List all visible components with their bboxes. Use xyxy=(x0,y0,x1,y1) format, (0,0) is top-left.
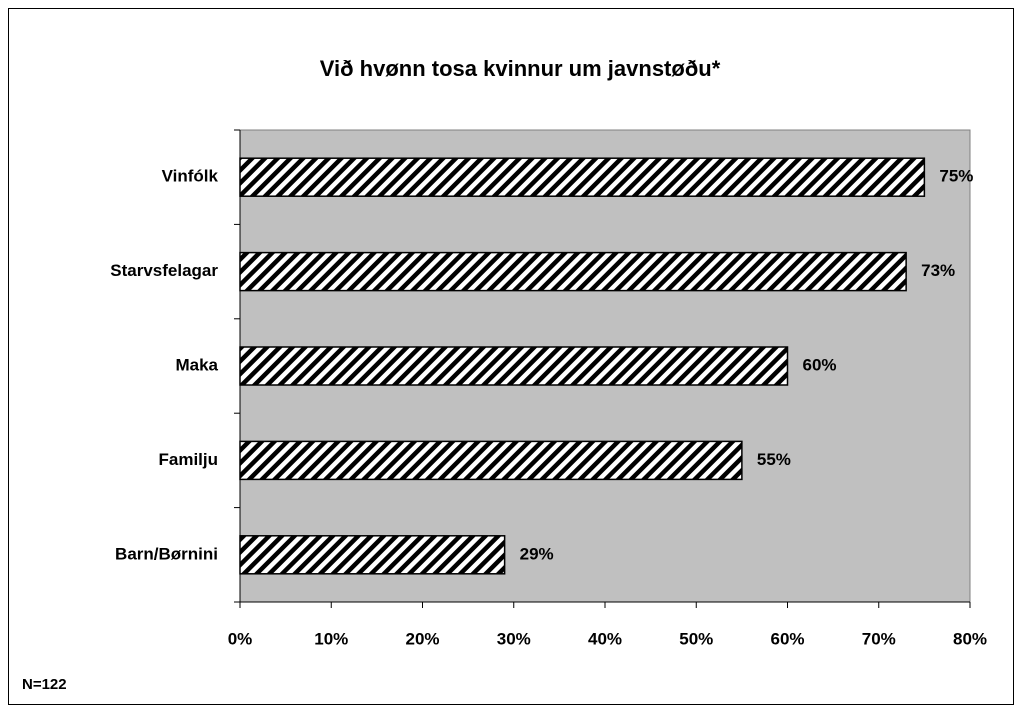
y-tick-label: Vinfólk xyxy=(162,167,219,186)
x-tick-label: 10% xyxy=(314,629,348,648)
x-tick-label: 60% xyxy=(770,629,804,648)
data-label: 73% xyxy=(921,261,955,280)
x-tick-label: 20% xyxy=(405,629,439,648)
chart-title: Við hvønn tosa kvinnur um javnstøðu* xyxy=(320,56,721,81)
annotation: N=122 xyxy=(22,676,67,693)
x-tick-label: 40% xyxy=(588,629,622,648)
y-tick-label: Maka xyxy=(175,355,218,374)
bar xyxy=(239,346,789,386)
bar xyxy=(239,251,907,292)
data-label: 55% xyxy=(757,450,791,469)
x-tick-label: 50% xyxy=(679,629,713,648)
x-tick-label: 30% xyxy=(497,629,531,648)
data-label: 60% xyxy=(803,355,837,374)
data-label: 29% xyxy=(520,544,554,563)
x-tick-label: 80% xyxy=(953,629,987,648)
x-tick-label: 70% xyxy=(862,629,896,648)
data-label: 75% xyxy=(939,167,973,186)
bar xyxy=(239,535,506,575)
y-tick-label: Starvsfelagar xyxy=(110,261,218,280)
x-tick-label: 0% xyxy=(228,629,253,648)
bar xyxy=(239,440,743,481)
y-tick-label: Familju xyxy=(158,450,218,469)
y-tick-label: Barn/Børnini xyxy=(115,544,218,563)
bar xyxy=(239,157,926,197)
